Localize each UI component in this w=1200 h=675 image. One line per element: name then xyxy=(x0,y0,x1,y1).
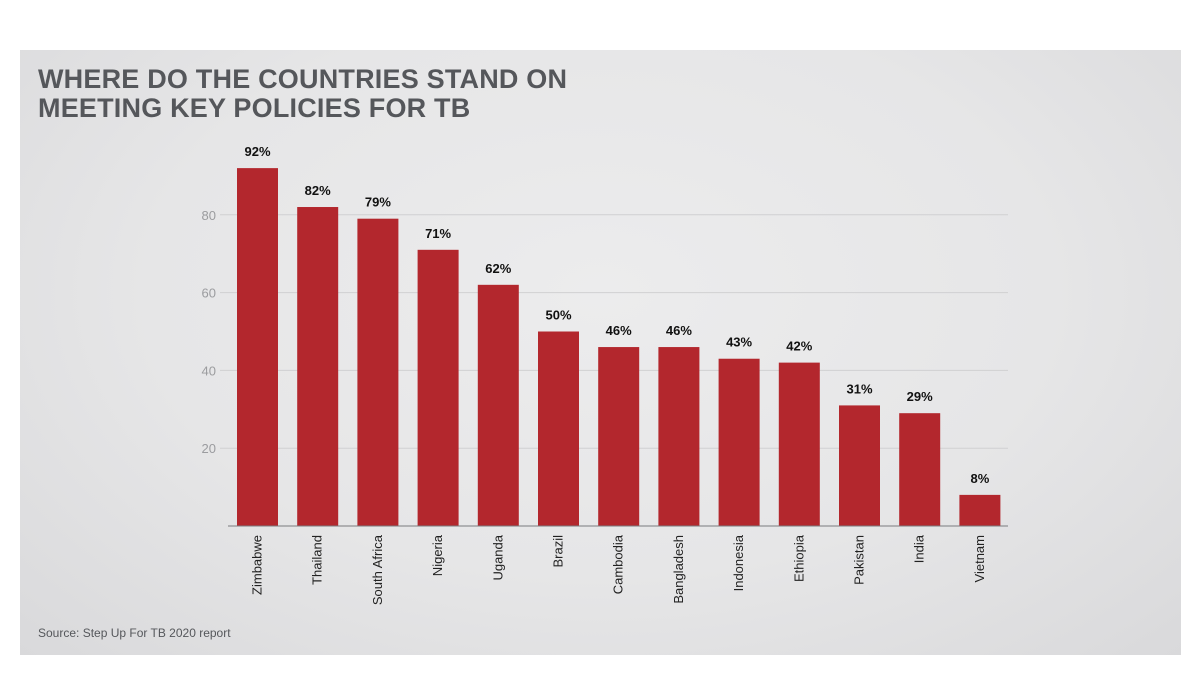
bar xyxy=(778,362,820,526)
bar-chart: 20 40 60 80 92% Zimbabwe 82% Thailand 79% South A… xyxy=(202,144,1008,605)
category-label: Cambodia xyxy=(611,534,626,594)
chart-title-line-2: MEETING KEY POLICIES FOR TB xyxy=(38,93,471,123)
y-tick-label: 20 xyxy=(202,441,216,456)
bar xyxy=(297,207,339,526)
data-label: 46% xyxy=(666,323,692,338)
bar xyxy=(598,347,640,526)
y-tick-label: 40 xyxy=(202,363,216,378)
bar xyxy=(237,168,278,526)
data-label: 31% xyxy=(846,381,872,396)
category-label: Uganda xyxy=(490,534,505,580)
bar xyxy=(839,405,880,526)
category-label: Nigeria xyxy=(430,534,445,576)
category-label: Zimbabwe xyxy=(250,535,265,595)
bar xyxy=(477,284,519,526)
category-label: India xyxy=(912,534,927,563)
bar xyxy=(357,218,399,526)
category-label: Indonesia xyxy=(731,534,746,591)
chart-title-line-1: WHERE DO THE COUNTRIES STAND ON xyxy=(38,64,568,94)
category-label: Vietnam xyxy=(972,535,987,582)
bar xyxy=(417,249,459,526)
bar xyxy=(718,358,760,526)
data-label: 8% xyxy=(971,471,990,486)
data-label: 43% xyxy=(726,335,752,350)
data-label: 71% xyxy=(425,226,451,241)
data-label: 82% xyxy=(305,183,331,198)
category-label: Pakistan xyxy=(852,535,867,585)
data-label: 79% xyxy=(365,195,391,210)
category-label: South Africa xyxy=(370,534,385,605)
bar xyxy=(658,347,700,526)
data-label: 50% xyxy=(545,308,571,323)
chart-panel: WHERE DO THE COUNTRIES STAND ON MEETING … xyxy=(20,50,1181,655)
category-label: Ethiopia xyxy=(791,534,806,582)
source-note: Source: Step Up For TB 2020 report xyxy=(38,626,231,640)
data-label: 29% xyxy=(907,389,933,404)
bar xyxy=(538,331,579,526)
data-label: 46% xyxy=(606,323,632,338)
data-label: 92% xyxy=(244,144,270,159)
category-label: Bangladesh xyxy=(671,535,686,604)
bar xyxy=(959,494,1001,526)
y-tick-label: 60 xyxy=(202,286,216,301)
chart-title: WHERE DO THE COUNTRIES STAND ON MEETING … xyxy=(38,65,567,123)
category-label: Brazil xyxy=(551,535,566,568)
y-tick-label: 80 xyxy=(202,208,216,223)
bar xyxy=(899,413,941,526)
category-label: Thailand xyxy=(310,535,325,585)
data-label: 62% xyxy=(485,261,511,276)
data-label: 42% xyxy=(786,339,812,354)
